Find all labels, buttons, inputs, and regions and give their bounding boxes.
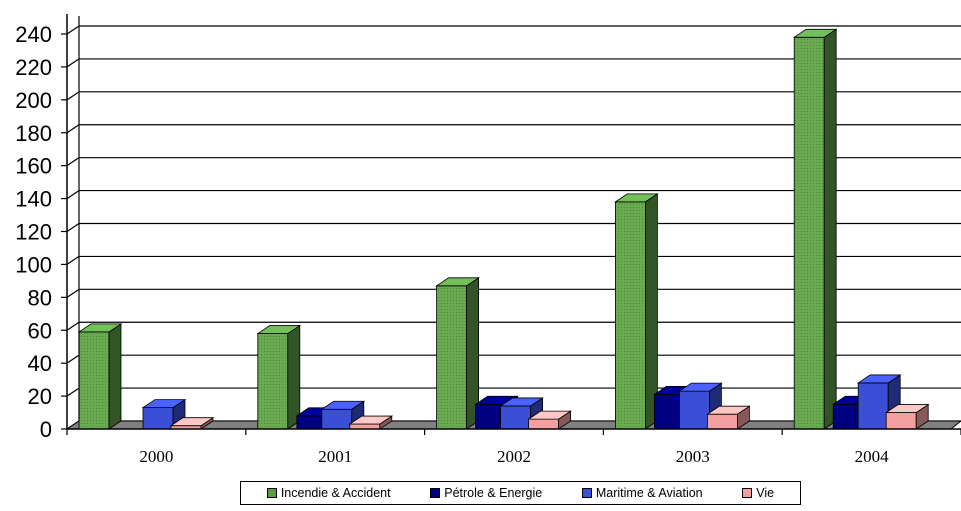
bar-top [169,417,215,427]
bar-top [141,399,187,409]
y-tick-label: 180 [15,121,52,146]
bar-top [77,323,123,333]
gridline-depth [66,255,80,265]
bar-incendie [77,323,123,430]
gridline-depth [66,25,80,35]
gridline-depth [66,223,80,232]
legend-label: Incendie & Accident [280,486,391,500]
gridline-depth [66,321,80,331]
bar-top [256,325,302,334]
x-tick-label: 2001 [318,447,352,466]
bar-vie [884,403,930,430]
bar-incendie [256,324,302,430]
bar-side [823,28,837,430]
bar-vie [527,410,572,430]
y-tick-label: 120 [15,220,52,245]
gridline-depth [66,288,80,298]
bar-vie [706,405,751,430]
gridline-depth [66,387,80,397]
gridline-depth [66,190,80,200]
bar-front [707,413,738,430]
bar-front [142,407,174,430]
x-tick-label: 2004 [855,447,890,466]
bar-top [884,404,930,413]
bar-side [108,323,122,430]
y-tick-label: 140 [15,187,52,212]
legend-label: Pétrole & Energie [444,486,543,500]
x-tick-labels: 2000 2001 2002 2003 2004 [139,447,889,466]
gridline-depth [66,124,80,134]
axes [61,14,961,435]
bar-front [857,382,889,430]
bar-side [287,324,301,430]
bar-front [321,408,353,430]
y-tick-label: 220 [15,55,52,80]
bar-top [706,405,751,415]
y-tick-label: 240 [15,22,52,47]
y-tick-label: 100 [15,252,52,277]
legend-label: Vie [756,486,775,500]
y-tick-label: 160 [15,154,52,179]
bar-front [679,390,710,430]
bar-front [257,333,289,430]
legend-swatch [581,488,592,498]
legend-label: Maritime & Aviation [595,486,703,500]
y-tick-label: 0 [40,417,52,442]
bar-top [614,193,659,203]
bar-top [856,374,902,384]
bar-front [793,36,825,430]
bar-front [500,405,532,430]
y-tick-label: 20 [28,384,52,409]
bar-front [436,285,468,430]
y-tick-label: 200 [15,88,52,113]
x-tick-label: 2000 [139,447,173,466]
bar-top [320,400,366,410]
legend-item: Maritime & Aviation [581,486,703,500]
bar-front [885,412,917,430]
bar-vie [348,415,394,430]
x-tick-label: 2003 [676,447,710,466]
legend-swatch [742,488,753,498]
legend-item: Pétrole & Energie [430,486,542,500]
y-tick-label: 80 [28,285,52,310]
bar-top [678,382,723,392]
bar-front [528,418,559,430]
legend-swatch [430,488,441,498]
gridline-depth [66,354,80,364]
bar-top [348,415,394,425]
bar-top [499,397,544,407]
gridline-depth [66,157,80,167]
x-tick-label: 2002 [497,447,531,466]
bar-top [527,410,572,420]
bar-incendie [614,193,659,430]
bar-incendie [435,277,480,430]
bars [77,28,930,430]
legend-item: Incendie & Accident [266,486,391,500]
bar-top [435,277,480,287]
bar-maritime [141,398,187,430]
bar-front [615,201,646,430]
bar-front [78,331,110,430]
gridline-depth [66,91,80,101]
bar-incendie [792,28,838,430]
y-tick-label: 40 [28,351,52,376]
legend-item: Vie [742,486,774,500]
y-tick-labels: 0 20 40 60 80 100 120 140 160 180 200 220 240 [15,22,52,442]
legend: Incendie & Accident Pétrole & Energie Mari… [240,481,801,505]
legend-swatch [266,488,277,498]
y-tick-label: 60 [28,318,52,343]
bar-top [792,28,838,38]
gridline-depth [66,58,80,68]
